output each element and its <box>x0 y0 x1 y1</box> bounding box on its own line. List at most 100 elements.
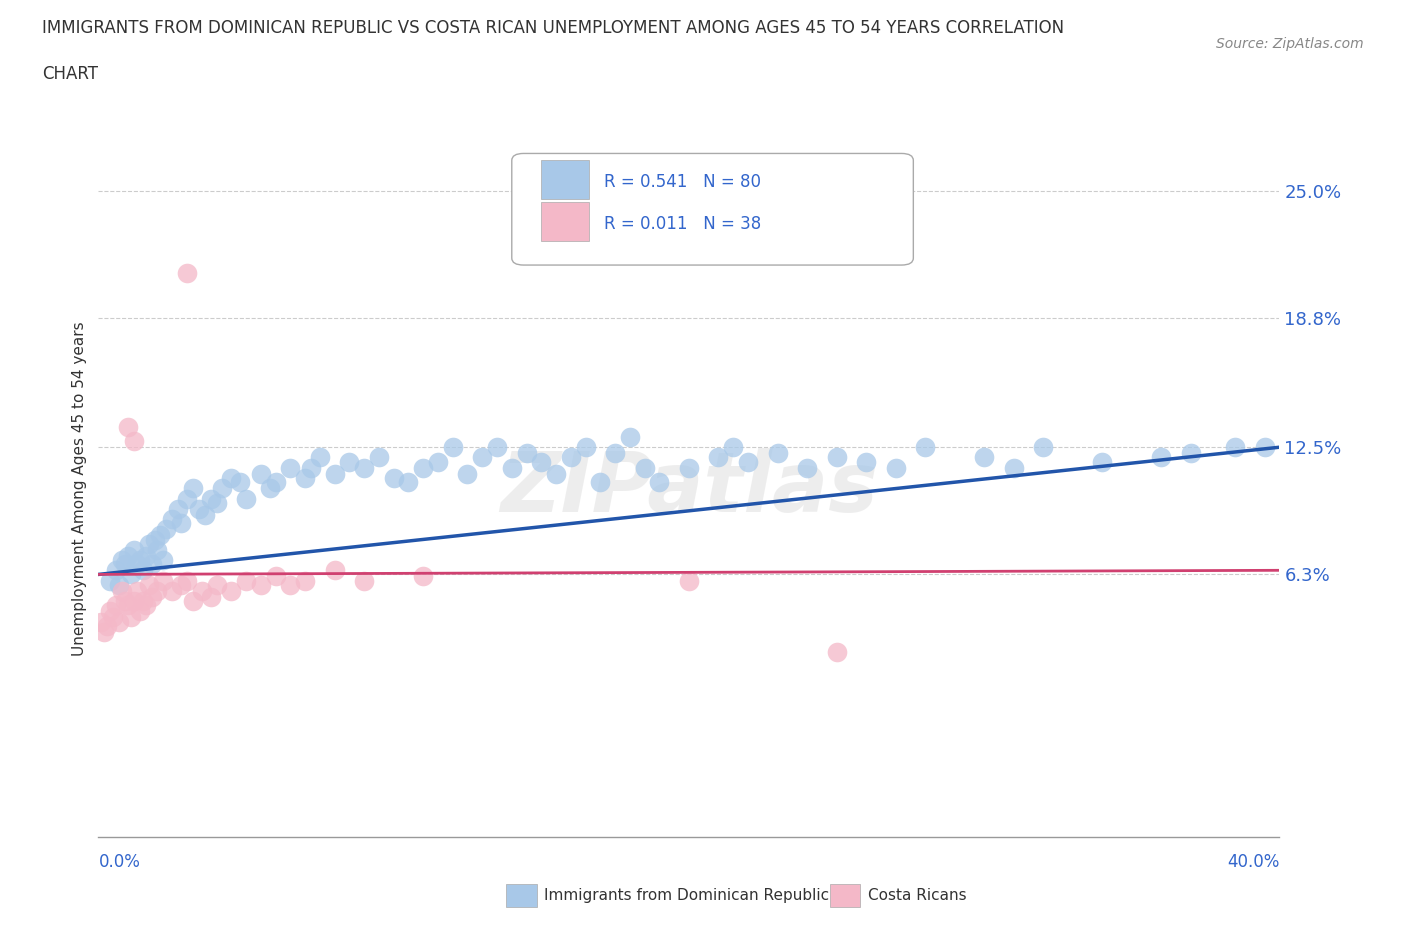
Text: R = 0.011   N = 38: R = 0.011 N = 38 <box>605 215 761 232</box>
Point <box>114 593 136 608</box>
Point <box>235 491 257 506</box>
Point <box>98 573 121 588</box>
Point <box>1254 440 1277 455</box>
Point <box>194 508 217 523</box>
Point <box>205 578 228 592</box>
Text: CHART: CHART <box>42 65 98 83</box>
Point <box>884 460 907 475</box>
Point <box>146 583 169 598</box>
Point <box>294 573 316 588</box>
Point <box>108 614 131 629</box>
Point <box>737 454 759 469</box>
Point <box>441 440 464 455</box>
Point <box>149 528 172 543</box>
Point <box>264 474 287 489</box>
Point <box>93 624 115 639</box>
Point <box>132 563 155 578</box>
Point <box>678 573 700 588</box>
Point <box>1032 440 1054 455</box>
Point <box>309 450 332 465</box>
Point <box>211 481 233 496</box>
Point <box>143 532 166 547</box>
Point <box>162 512 183 526</box>
Point <box>181 481 204 496</box>
Bar <box>541 203 589 241</box>
Point <box>471 450 494 465</box>
Point <box>176 573 198 588</box>
Text: Immigrants from Dominican Republic: Immigrants from Dominican Republic <box>544 888 830 903</box>
Point <box>170 516 193 531</box>
Text: IMMIGRANTS FROM DOMINICAN REPUBLIC VS COSTA RICAN UNEMPLOYMENT AMONG AGES 45 TO : IMMIGRANTS FROM DOMINICAN REPUBLIC VS CO… <box>42 19 1064 36</box>
Text: R = 0.541   N = 80: R = 0.541 N = 80 <box>605 173 761 191</box>
Point <box>619 430 641 445</box>
Point <box>135 598 157 613</box>
Bar <box>541 160 589 199</box>
Point <box>200 590 222 604</box>
Point <box>250 467 273 482</box>
Point <box>114 557 136 572</box>
Point <box>796 460 818 475</box>
Point <box>633 460 655 475</box>
Point <box>412 569 434 584</box>
Point <box>146 542 169 557</box>
Point <box>135 549 157 564</box>
Point <box>111 552 134 567</box>
Point <box>105 598 128 613</box>
Point <box>323 467 346 482</box>
Point <box>973 450 995 465</box>
Point <box>229 474 252 489</box>
Point <box>96 618 118 633</box>
Point <box>914 440 936 455</box>
Point <box>128 552 150 567</box>
Point <box>98 604 121 618</box>
Point <box>205 495 228 510</box>
Point <box>103 610 125 625</box>
Point <box>353 573 375 588</box>
Point <box>382 471 405 485</box>
Text: Costa Ricans: Costa Ricans <box>868 888 966 903</box>
Point <box>825 644 848 659</box>
FancyBboxPatch shape <box>512 153 914 265</box>
Point <box>117 549 139 564</box>
Point <box>122 433 145 448</box>
Point <box>368 450 391 465</box>
Text: 0.0%: 0.0% <box>98 854 141 871</box>
Point <box>396 474 419 489</box>
Point <box>120 567 142 582</box>
Point <box>456 467 478 482</box>
Point <box>117 598 139 613</box>
Point <box>90 614 112 629</box>
Point <box>152 573 174 588</box>
Point <box>117 419 139 434</box>
Text: 40.0%: 40.0% <box>1227 854 1279 871</box>
Point <box>1150 450 1173 465</box>
Point <box>678 460 700 475</box>
Text: Source: ZipAtlas.com: Source: ZipAtlas.com <box>1216 37 1364 51</box>
Point <box>250 578 273 592</box>
Point <box>125 557 148 572</box>
Point <box>167 501 190 516</box>
Point <box>155 522 177 537</box>
Point <box>162 583 183 598</box>
Point <box>152 552 174 567</box>
Point <box>141 557 163 572</box>
Point <box>176 265 198 280</box>
Point <box>259 481 281 496</box>
Point <box>574 440 596 455</box>
Point <box>412 460 434 475</box>
Point <box>560 450 582 465</box>
Point <box>648 474 671 489</box>
Point <box>138 578 160 592</box>
Point <box>530 454 553 469</box>
Point <box>219 583 242 598</box>
Point <box>1180 446 1202 461</box>
Point <box>235 573 257 588</box>
Point <box>427 454 450 469</box>
Point <box>278 578 302 592</box>
Point <box>544 467 567 482</box>
Point <box>111 583 134 598</box>
Point <box>128 604 150 618</box>
Point <box>108 578 131 592</box>
Y-axis label: Unemployment Among Ages 45 to 54 years: Unemployment Among Ages 45 to 54 years <box>72 321 87 656</box>
Point <box>264 569 287 584</box>
